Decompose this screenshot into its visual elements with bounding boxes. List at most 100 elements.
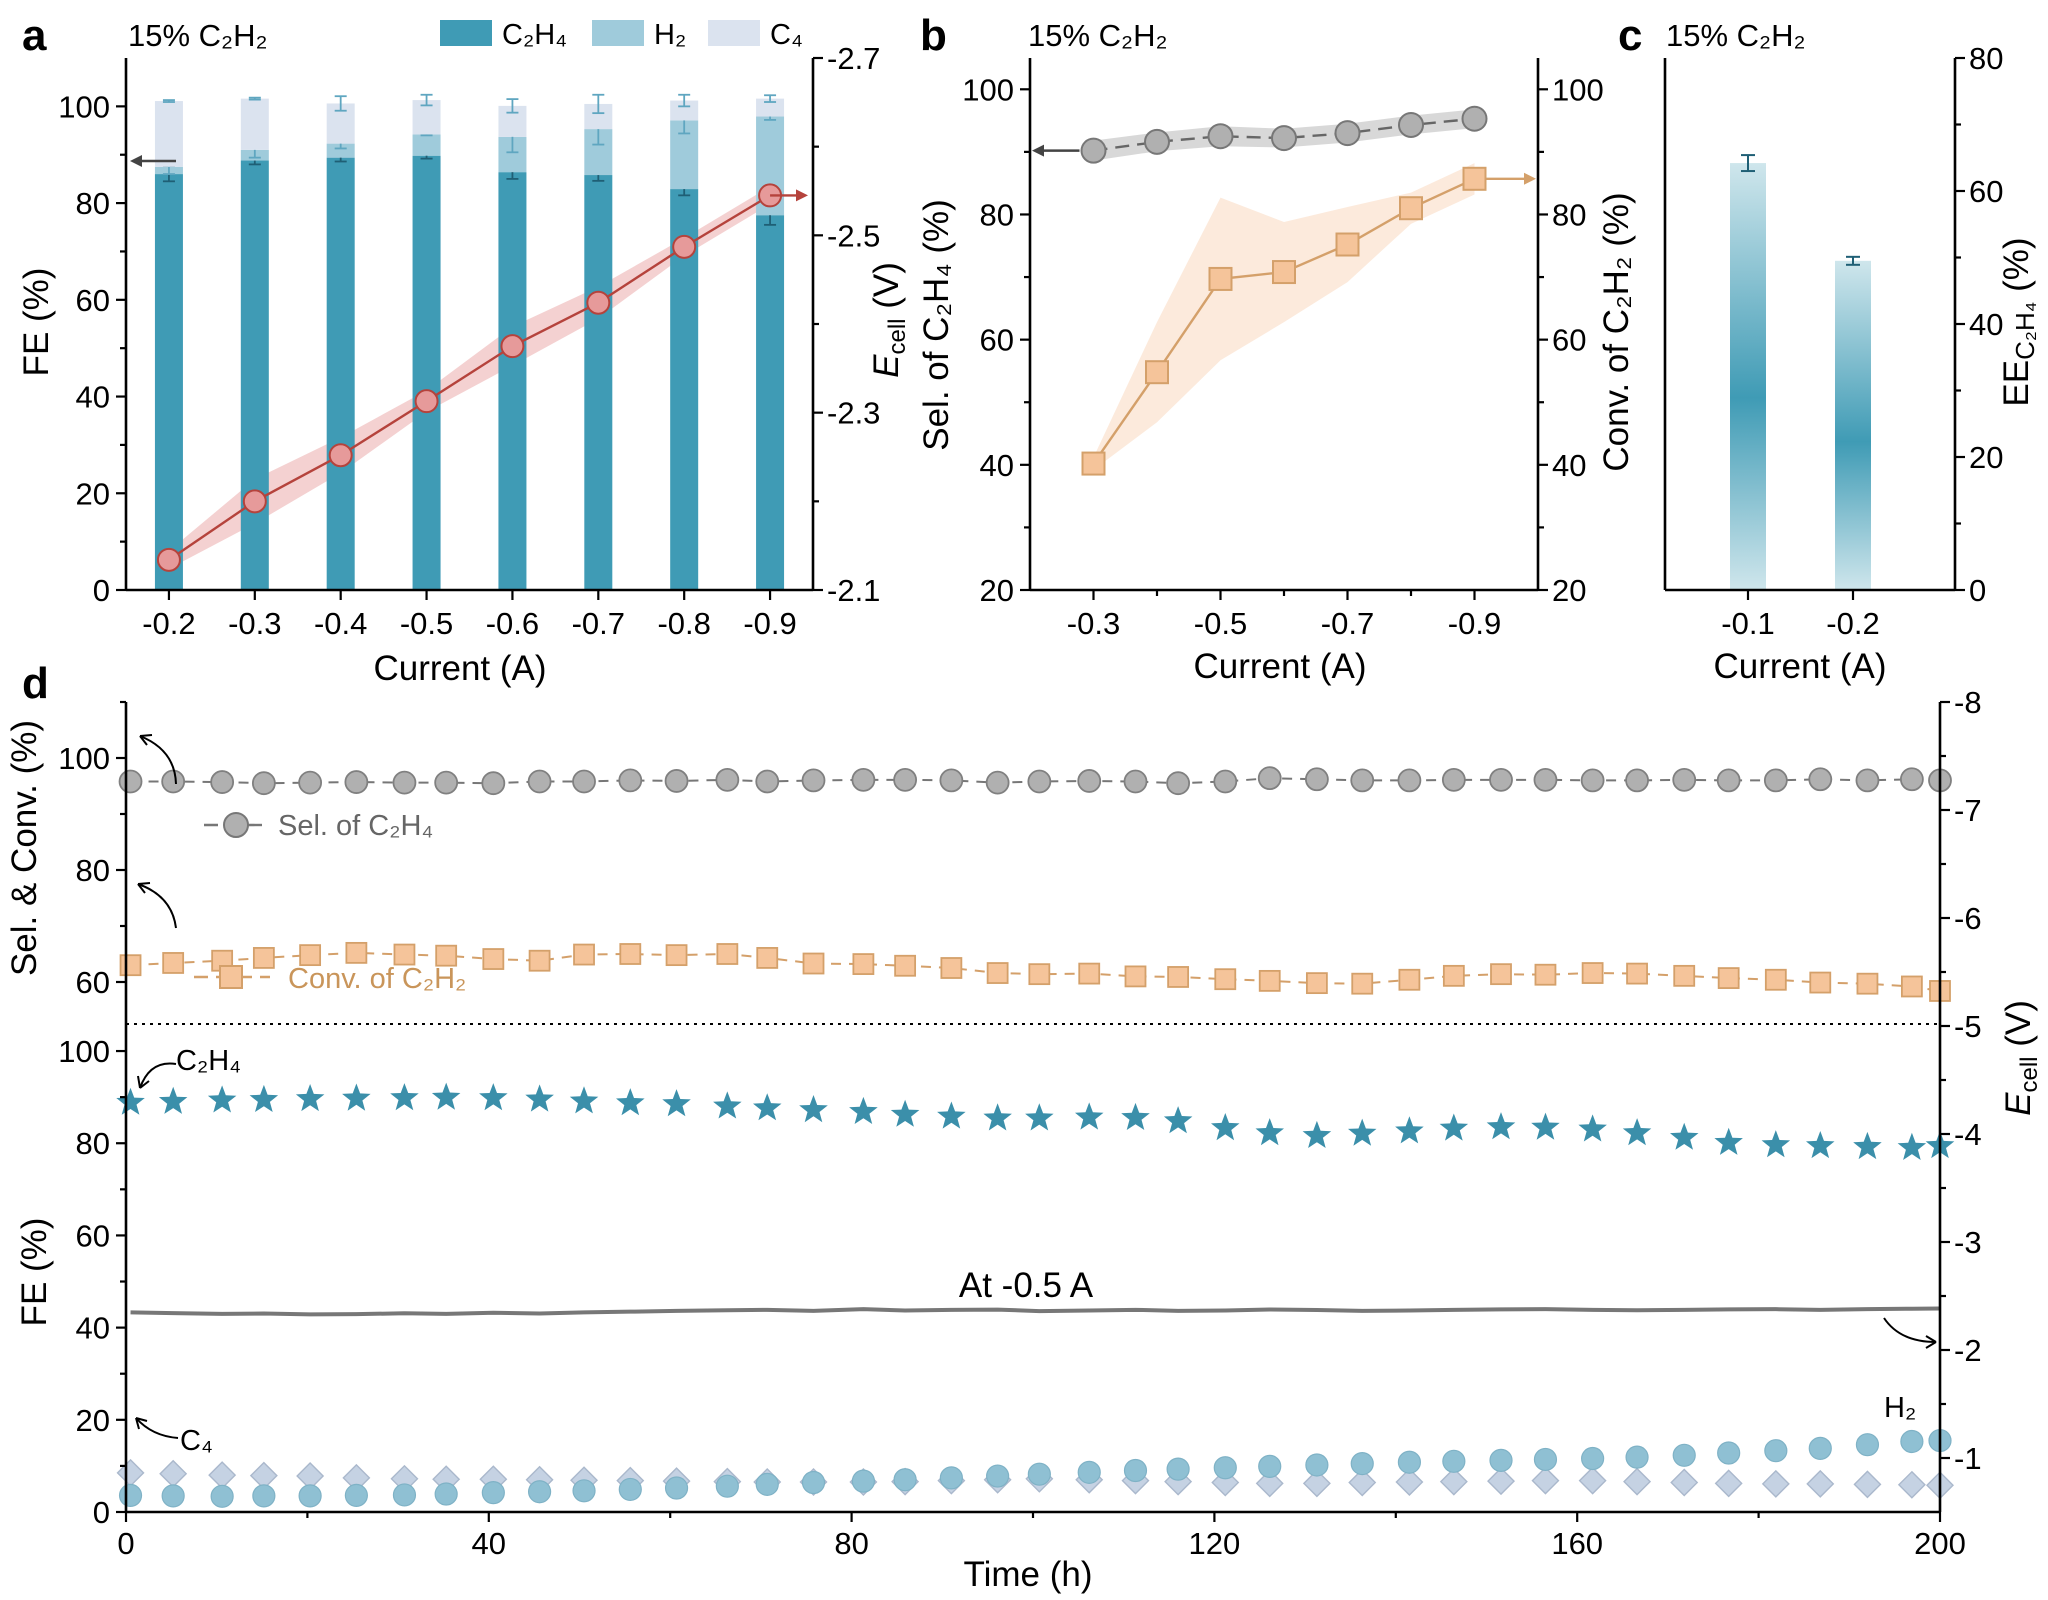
conv-point-39 [1900, 975, 1923, 998]
panel-c-bars [1730, 154, 1871, 590]
c2h4-star-16 [849, 1096, 878, 1124]
panel-a-letter: a [22, 11, 47, 60]
ecell-point-0 [156, 547, 181, 572]
h2-point-21 [1077, 1460, 1101, 1484]
y-tick-label-5: 100 [58, 89, 110, 124]
c2h4-star-9 [525, 1084, 554, 1112]
h2-point-28 [1397, 1450, 1422, 1474]
h2-point-23 [1166, 1457, 1190, 1481]
conv-point-2 [1208, 266, 1233, 291]
y2-tick-label-2: -2.5 [827, 218, 880, 253]
y2-tick-label-3: -4 [1954, 1117, 1982, 1152]
h2-point-26 [1305, 1453, 1329, 1477]
bottom-y-tick-label-3: 60 [76, 1218, 110, 1253]
panel-b-lines [1032, 105, 1536, 476]
panel-d: d 60 80 100 0 20 40 60 80 100 -1 -2 -3 -4 -5 -6 -7 -8 0 40… [5, 659, 2043, 1594]
c2h4-star-7 [431, 1082, 461, 1110]
sel-point-7 [434, 770, 459, 795]
current-note: At -0.5 A [959, 1266, 1094, 1305]
h2-point-9 [527, 1480, 552, 1504]
legend-label-c4: C₄ [770, 19, 803, 51]
bar-c2h4-0 [154, 174, 183, 590]
sel-point-34 [1672, 767, 1697, 792]
x-tick-label-0: -0.1 [1721, 606, 1774, 641]
y-tick-label-3: 60 [76, 283, 110, 318]
sel-point-25 [1257, 766, 1282, 791]
panel-b-xlabel: Current (A) [1193, 647, 1366, 686]
bottom-y-tick-label-1: 20 [76, 1403, 110, 1438]
x-tick-label-1: -0.3 [228, 606, 281, 641]
sel-point-16 [851, 767, 876, 792]
ecell-pointer-arrow [1883, 1317, 1937, 1343]
sel-point-23 [1166, 771, 1191, 796]
sel-point-33 [1625, 768, 1649, 793]
y2-tick-label-0: -2.1 [827, 573, 880, 608]
h2-point-3 [252, 1484, 276, 1508]
sel-point-24 [1213, 769, 1238, 794]
panel-c-ylabel-unit: (%) [1997, 237, 2036, 301]
conv-point-38 [1856, 972, 1879, 995]
panel-d-ecell-trace [130, 1306, 1941, 1317]
panel-d-axes: 60 80 100 0 20 40 60 80 100 -1 -2 -3 -4 -5 -6 -7 -8 0 40 80… [58, 685, 1981, 1561]
bottom-y-tick-label-2: 40 [76, 1311, 110, 1346]
conv-point-20 [1028, 963, 1051, 986]
ecell-point-4 [500, 334, 525, 359]
c4-pointer-arrowhead [135, 1417, 148, 1430]
c4-diamond-36 [1761, 1469, 1790, 1498]
conv-point-18 [940, 957, 963, 979]
y2-tick-label-1: -2 [1954, 1333, 1982, 1368]
conv-point-6 [1462, 166, 1487, 191]
panel-b: b 15% C₂H₂ 20 20 40 40 60 60 80 80 100 100 -0.3 -0.… [917, 11, 1636, 686]
top-y-tick-label-1: 80 [76, 853, 110, 888]
panel-a-y2label-sub: cell [884, 319, 911, 355]
h2-point-15 [801, 1470, 826, 1495]
h2-point-35 [1717, 1441, 1741, 1465]
h2-point-29 [1442, 1449, 1466, 1473]
h2-point-20 [1027, 1462, 1051, 1486]
y-tick-label-1: 40 [980, 448, 1014, 483]
ecell-point-5 [586, 290, 611, 315]
conv-legend-marker [219, 965, 243, 989]
c2h4-star-34 [1670, 1122, 1699, 1150]
conv-point-23 [1167, 966, 1190, 988]
x-tick-label-1: 40 [472, 1526, 506, 1561]
panel-d-xlabel: Time (h) [964, 1555, 1093, 1594]
c2h4-star-2 [207, 1085, 237, 1113]
panel-a-ecell-line [130, 155, 808, 572]
c2h4-star-32 [1578, 1114, 1607, 1142]
ecell-trace [130, 1306, 1941, 1317]
conv-point-34 [1673, 964, 1696, 987]
h2-point-17 [893, 1468, 917, 1492]
bar-c2h4-2 [326, 157, 355, 590]
sel-point-38 [1855, 768, 1880, 793]
sel-point-2 [1207, 123, 1234, 150]
c4-diamond-1 [159, 1459, 188, 1488]
conv-point-1 [1145, 360, 1169, 385]
legend-label-h2: H₂ [654, 19, 686, 51]
bar-ee-0 [1730, 163, 1766, 590]
h2-point-32 [1581, 1446, 1605, 1471]
c2h4-pointer-arrow [139, 1062, 177, 1089]
c4-diamond-30 [1487, 1467, 1515, 1496]
y2-tick-label-3: 80 [1552, 197, 1586, 232]
panel-a-y2label-unit: (V) [867, 262, 906, 318]
c2h4-star-38 [1853, 1131, 1882, 1160]
panel-a-axes: 0 20 40 60 80 100 -2.1 -2.3 -2.5 -2.7 -0.2 -0.3 -0.4… [58, 41, 880, 641]
h2-point-37 [1808, 1436, 1832, 1460]
c2h4-star-19 [983, 1103, 1012, 1131]
conv-point-5 [345, 941, 368, 964]
c2h4-star-14 [753, 1093, 782, 1121]
y-tick-label-2: 60 [980, 323, 1014, 358]
panel-d-markers [116, 766, 1955, 1508]
h2-point-25 [1258, 1454, 1282, 1478]
h2-point-24 [1213, 1456, 1237, 1480]
x-tick-label-3: -0.9 [1448, 606, 1501, 641]
h2-point-36 [1764, 1439, 1788, 1463]
h2-point-27 [1350, 1451, 1374, 1476]
bar-c2h4-4 [498, 172, 527, 590]
bar-h2-3 [412, 134, 441, 156]
y2-tick-label-5: -6 [1954, 901, 1982, 936]
panel-b-letter: b [920, 11, 947, 60]
h2-point-8 [481, 1481, 505, 1505]
